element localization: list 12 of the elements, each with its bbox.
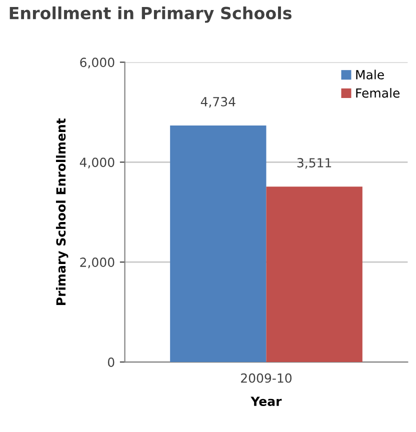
- data-label: 4,734: [200, 96, 236, 108]
- legend-label: Female: [356, 88, 400, 98]
- y-tick-label: 4,000: [80, 158, 114, 168]
- data-label: 3,511: [297, 158, 332, 169]
- legend-label: Male: [356, 70, 384, 80]
- x-tick-label: 2009-10: [241, 373, 292, 383]
- y-tick-label: 6,000: [80, 58, 114, 68]
- chart-title: Enrollment in Primary Schools: [10, 6, 292, 23]
- y-tick-label: 0: [108, 357, 114, 367]
- y-axis-title: Primary School Enrollment: [56, 118, 68, 305]
- y-tick-label: 2,000: [80, 258, 114, 268]
- x-axis-title: Year: [250, 396, 282, 406]
